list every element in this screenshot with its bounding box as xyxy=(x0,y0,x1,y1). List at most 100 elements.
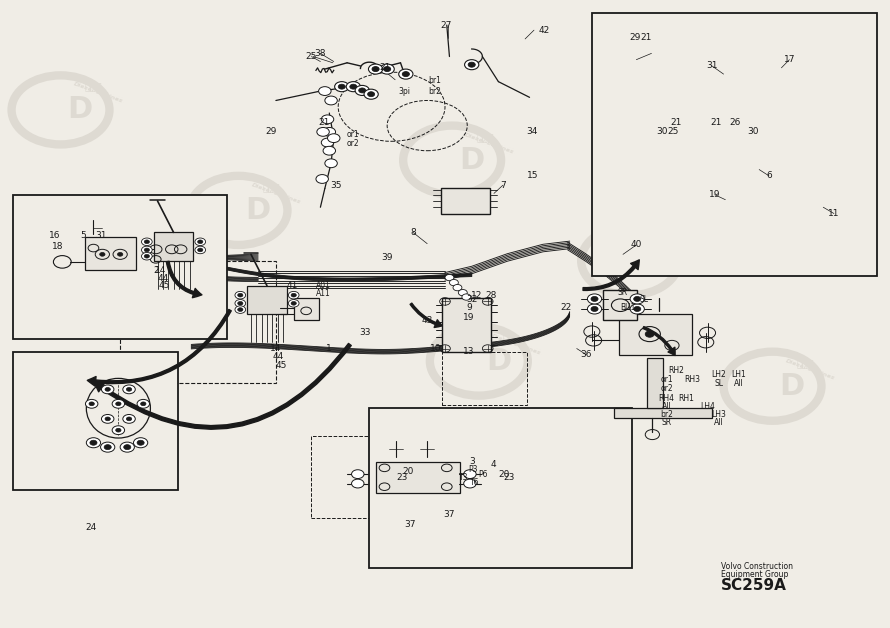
Text: or1: or1 xyxy=(346,130,359,139)
Text: 31: 31 xyxy=(95,231,106,240)
Circle shape xyxy=(352,479,364,488)
Circle shape xyxy=(368,92,375,97)
Circle shape xyxy=(137,399,150,408)
Circle shape xyxy=(89,402,94,406)
Circle shape xyxy=(141,402,146,406)
FancyArrowPatch shape xyxy=(94,344,352,430)
Circle shape xyxy=(372,67,379,72)
Text: LH3: LH3 xyxy=(712,410,726,419)
Text: 紫发动: 紫发动 xyxy=(263,182,280,192)
Circle shape xyxy=(325,96,337,105)
Circle shape xyxy=(338,84,345,89)
Circle shape xyxy=(458,290,467,296)
Circle shape xyxy=(316,175,328,183)
Bar xyxy=(592,13,877,276)
Text: SL: SL xyxy=(715,379,724,387)
Bar xyxy=(247,286,287,314)
Circle shape xyxy=(124,445,131,450)
Circle shape xyxy=(235,291,246,299)
Text: All: All xyxy=(734,379,743,387)
Text: 32: 32 xyxy=(466,295,477,304)
Circle shape xyxy=(462,294,471,300)
Text: Diesel-Engines: Diesel-Engines xyxy=(784,358,836,381)
Circle shape xyxy=(328,134,340,143)
Text: 9: 9 xyxy=(466,303,472,312)
Text: 45: 45 xyxy=(276,361,287,370)
Circle shape xyxy=(134,438,148,448)
Bar xyxy=(13,195,227,339)
Text: 3: 3 xyxy=(469,457,474,466)
Circle shape xyxy=(235,306,246,313)
Text: RH4: RH4 xyxy=(659,394,675,403)
Circle shape xyxy=(105,387,110,391)
Circle shape xyxy=(634,306,641,311)
Text: 15: 15 xyxy=(527,171,538,180)
Text: 21: 21 xyxy=(711,118,722,127)
Circle shape xyxy=(323,127,336,136)
Circle shape xyxy=(291,301,296,305)
Text: 37: 37 xyxy=(405,520,416,529)
Text: 1: 1 xyxy=(327,344,332,353)
Circle shape xyxy=(335,82,349,92)
Circle shape xyxy=(142,252,152,260)
Circle shape xyxy=(112,399,125,408)
Circle shape xyxy=(587,294,602,304)
Circle shape xyxy=(288,291,299,299)
Bar xyxy=(120,261,276,383)
Bar xyxy=(13,352,178,490)
Circle shape xyxy=(198,240,203,244)
Bar xyxy=(369,408,632,568)
Circle shape xyxy=(468,62,475,67)
Text: 34: 34 xyxy=(527,127,538,136)
FancyArrowPatch shape xyxy=(643,327,676,355)
Bar xyxy=(614,408,712,418)
Circle shape xyxy=(235,300,246,307)
Circle shape xyxy=(116,428,121,432)
Circle shape xyxy=(325,159,337,168)
Text: D: D xyxy=(780,372,805,401)
Text: 14: 14 xyxy=(271,344,281,353)
Circle shape xyxy=(364,89,378,99)
Text: 43: 43 xyxy=(422,316,433,325)
Bar xyxy=(442,298,491,352)
Bar xyxy=(442,352,527,405)
Text: 27: 27 xyxy=(441,21,451,30)
Text: 36: 36 xyxy=(581,350,592,359)
Circle shape xyxy=(120,442,134,452)
Text: LH1: LH1 xyxy=(732,371,746,379)
Circle shape xyxy=(359,88,366,93)
Circle shape xyxy=(368,64,383,74)
Text: T3: T3 xyxy=(459,473,468,482)
Text: RH2: RH2 xyxy=(668,366,684,375)
Circle shape xyxy=(86,438,101,448)
Circle shape xyxy=(634,296,641,301)
Text: 20: 20 xyxy=(403,467,414,475)
Circle shape xyxy=(319,87,331,95)
Circle shape xyxy=(104,445,111,450)
Text: 20: 20 xyxy=(498,470,509,479)
Text: 25: 25 xyxy=(306,52,317,61)
Text: 7: 7 xyxy=(500,181,506,190)
Text: br2: br2 xyxy=(428,87,441,95)
Circle shape xyxy=(195,246,206,254)
Circle shape xyxy=(117,252,123,256)
Text: 17: 17 xyxy=(784,55,795,64)
Text: LH4: LH4 xyxy=(700,403,715,411)
Text: P3: P3 xyxy=(469,465,478,474)
FancyArrowPatch shape xyxy=(166,261,202,298)
Text: 23: 23 xyxy=(504,473,514,482)
Circle shape xyxy=(126,417,132,421)
Text: 33: 33 xyxy=(360,328,370,337)
Bar xyxy=(619,314,692,355)
Text: 44: 44 xyxy=(273,352,284,361)
Text: 25: 25 xyxy=(668,127,678,136)
Text: 35: 35 xyxy=(331,181,342,190)
Text: 29: 29 xyxy=(266,127,277,136)
Circle shape xyxy=(291,293,296,297)
Text: 5: 5 xyxy=(80,231,85,240)
Circle shape xyxy=(321,138,334,147)
Text: Diesel-Engines: Diesel-Engines xyxy=(490,333,542,355)
Circle shape xyxy=(587,304,602,314)
Text: 21: 21 xyxy=(380,63,391,72)
Circle shape xyxy=(90,440,97,445)
